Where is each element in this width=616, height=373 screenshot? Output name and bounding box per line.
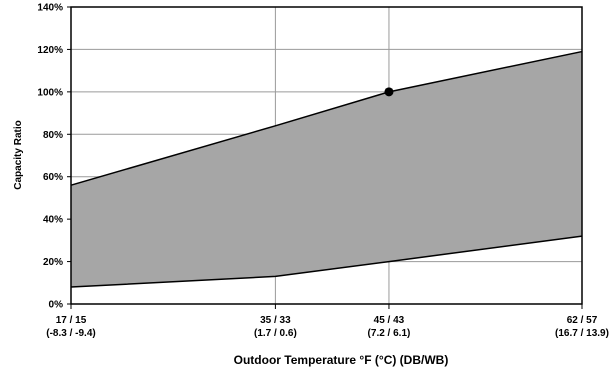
x-axis-title: Outdoor Temperature °F (°C) (DB/WB): [234, 353, 449, 367]
lower-capacity-line: [70, 235, 583, 288]
y-tick-label: 0%: [49, 300, 64, 311]
y-axis-title: Capacity Ratio: [13, 120, 24, 189]
y-tick-label: 60%: [43, 172, 63, 183]
x-tick-sublabel: (-8.3 / -9.4): [46, 328, 95, 339]
x-tick-label: 45 / 43: [374, 315, 405, 326]
capacity-band: [71, 51, 582, 288]
plot-frame: [70, 6, 583, 305]
x-tick-label: 35 / 33: [260, 315, 291, 326]
lower-data-point: [274, 275, 276, 277]
y-tick-label: 80%: [43, 130, 63, 141]
x-tick-sublabel: (16.7 / 13.9): [555, 328, 609, 339]
x-tick-sublabel: (7.2 / 6.1): [368, 328, 411, 339]
upper-data-point: [274, 125, 276, 127]
y-tick-label: 120%: [37, 45, 63, 56]
plot-border: [70, 6, 583, 305]
x-tick-label: 62 / 57: [567, 315, 598, 326]
rated-point-marker: [384, 87, 394, 97]
y-tick-label: 40%: [43, 215, 63, 226]
x-tick-sublabel: (1.7 / 0.6): [254, 328, 297, 339]
x-tick-label: 17 / 15: [56, 315, 87, 326]
y-tick-label: 140%: [37, 3, 63, 14]
upper-capacity-line: [70, 50, 583, 186]
y-tick-label: 20%: [43, 257, 63, 268]
capacity-range-area: [70, 50, 583, 288]
x-axis-ticks: 17 / 15 (-8.3 / -9.4) 35 / 33 (1.7 / 0.6) 45…: [46, 304, 609, 339]
y-tick-label: 100%: [37, 87, 63, 98]
y-axis-ticks: 0% 20% 40% 60% 80% 100% 120% 140%: [37, 3, 71, 311]
lower-data-point: [388, 261, 390, 263]
rated-point-layer: [384, 87, 394, 97]
